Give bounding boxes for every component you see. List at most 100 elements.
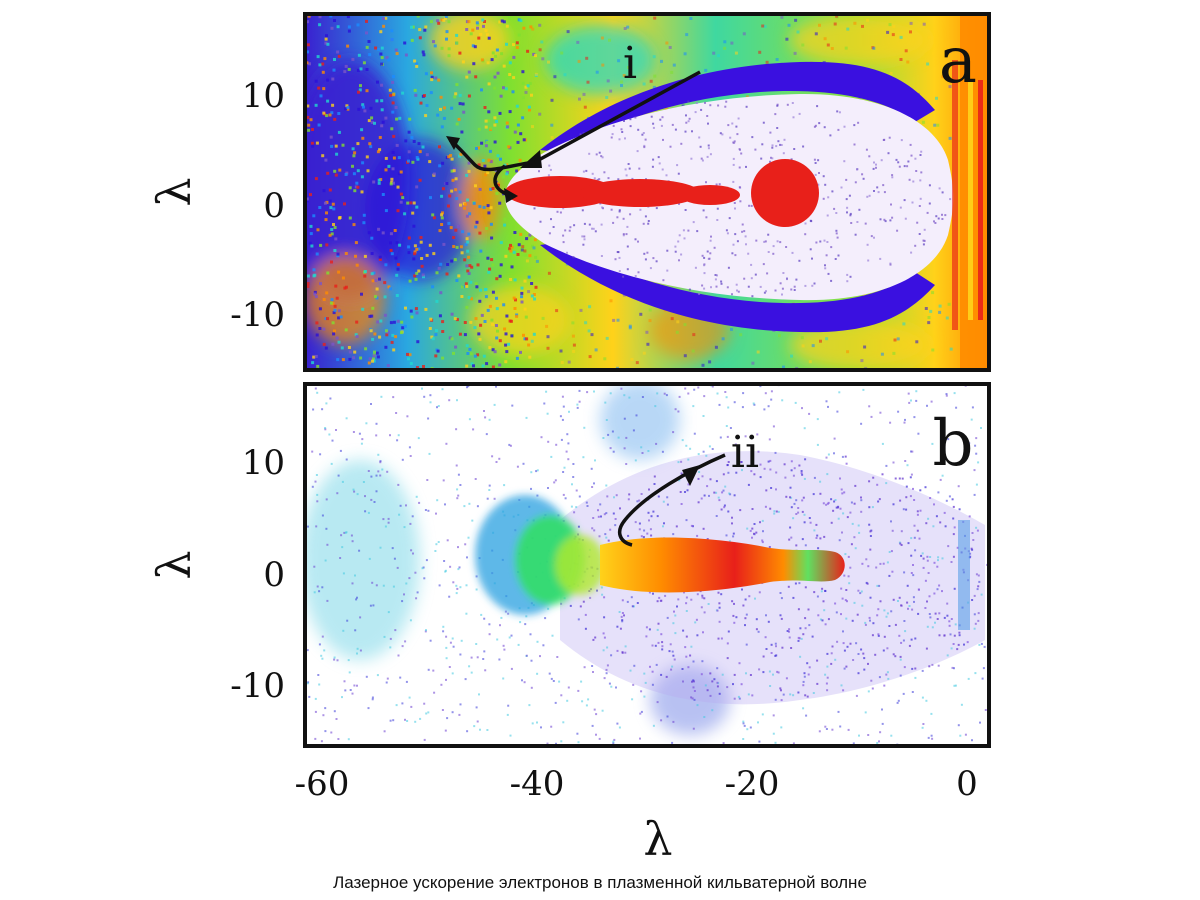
particle bbox=[455, 592, 458, 595]
particle bbox=[799, 627, 802, 630]
particle bbox=[727, 124, 730, 127]
particle bbox=[685, 519, 688, 522]
particle bbox=[415, 247, 419, 251]
particle bbox=[726, 686, 729, 689]
particle bbox=[656, 701, 659, 704]
particle bbox=[792, 596, 795, 599]
particle bbox=[324, 707, 327, 710]
particle bbox=[523, 681, 526, 684]
particle bbox=[483, 617, 486, 620]
particle bbox=[826, 665, 829, 668]
particle bbox=[365, 45, 369, 49]
particle bbox=[869, 530, 872, 533]
particle bbox=[355, 181, 359, 185]
particle bbox=[911, 450, 914, 453]
particle bbox=[877, 500, 880, 503]
particle bbox=[396, 319, 400, 323]
particle bbox=[883, 635, 886, 638]
particle bbox=[870, 679, 873, 682]
particle bbox=[846, 600, 848, 603]
particle bbox=[536, 721, 538, 724]
particle bbox=[949, 198, 952, 201]
particle bbox=[777, 510, 780, 513]
particle bbox=[846, 27, 850, 31]
particle bbox=[892, 598, 895, 601]
particle bbox=[499, 624, 501, 627]
particle bbox=[756, 350, 760, 354]
particle bbox=[458, 154, 462, 158]
particle bbox=[655, 442, 658, 445]
particle bbox=[445, 37, 448, 41]
particle bbox=[959, 734, 962, 737]
particle bbox=[325, 527, 328, 530]
particle bbox=[866, 195, 869, 198]
particle bbox=[809, 248, 812, 251]
particle bbox=[871, 687, 874, 690]
particle bbox=[423, 738, 426, 741]
particle bbox=[312, 355, 316, 359]
particle bbox=[398, 243, 402, 247]
particle bbox=[315, 321, 319, 325]
particle bbox=[313, 290, 317, 294]
particle bbox=[355, 335, 359, 338]
particle bbox=[767, 460, 770, 463]
particle bbox=[370, 252, 374, 255]
particle bbox=[450, 337, 454, 341]
particle bbox=[890, 610, 893, 613]
particle bbox=[864, 222, 867, 225]
particle bbox=[325, 402, 328, 405]
particle bbox=[384, 116, 388, 120]
particle bbox=[926, 62, 930, 66]
particle bbox=[763, 291, 766, 294]
particle bbox=[320, 654, 323, 657]
particle bbox=[332, 311, 336, 315]
particle bbox=[466, 198, 470, 202]
particle bbox=[886, 561, 889, 564]
particle bbox=[694, 621, 697, 624]
particle bbox=[751, 694, 754, 697]
particle bbox=[727, 406, 730, 409]
particle bbox=[389, 434, 391, 437]
particle bbox=[527, 290, 531, 294]
particle bbox=[449, 154, 453, 157]
particle bbox=[732, 532, 735, 535]
particle bbox=[351, 147, 355, 151]
particle bbox=[365, 89, 369, 93]
particle bbox=[306, 115, 310, 119]
particle bbox=[415, 597, 418, 600]
particle bbox=[784, 476, 787, 479]
particle bbox=[306, 649, 309, 652]
particle bbox=[912, 180, 915, 183]
particle bbox=[307, 123, 311, 127]
particle bbox=[371, 279, 375, 283]
particle bbox=[576, 403, 579, 406]
particle bbox=[758, 668, 761, 671]
particle bbox=[530, 294, 534, 298]
particle bbox=[701, 596, 704, 599]
particle bbox=[745, 613, 748, 616]
particle bbox=[772, 732, 775, 735]
particle bbox=[436, 406, 438, 409]
particle bbox=[857, 653, 860, 655]
particle bbox=[879, 600, 882, 603]
particle bbox=[316, 364, 320, 368]
particle bbox=[687, 392, 690, 395]
particle bbox=[795, 513, 798, 515]
particle bbox=[742, 392, 745, 395]
particle bbox=[676, 164, 679, 167]
particle bbox=[309, 232, 313, 236]
particle bbox=[346, 44, 350, 48]
particle bbox=[595, 713, 598, 716]
particle bbox=[787, 23, 791, 27]
particle bbox=[359, 616, 362, 619]
particle bbox=[948, 495, 951, 498]
particle bbox=[530, 659, 533, 662]
particle bbox=[607, 177, 610, 180]
particle bbox=[376, 674, 379, 677]
particle bbox=[451, 672, 454, 675]
particle bbox=[454, 345, 458, 349]
particle bbox=[360, 190, 364, 194]
particle bbox=[849, 212, 852, 215]
particle bbox=[365, 422, 368, 425]
